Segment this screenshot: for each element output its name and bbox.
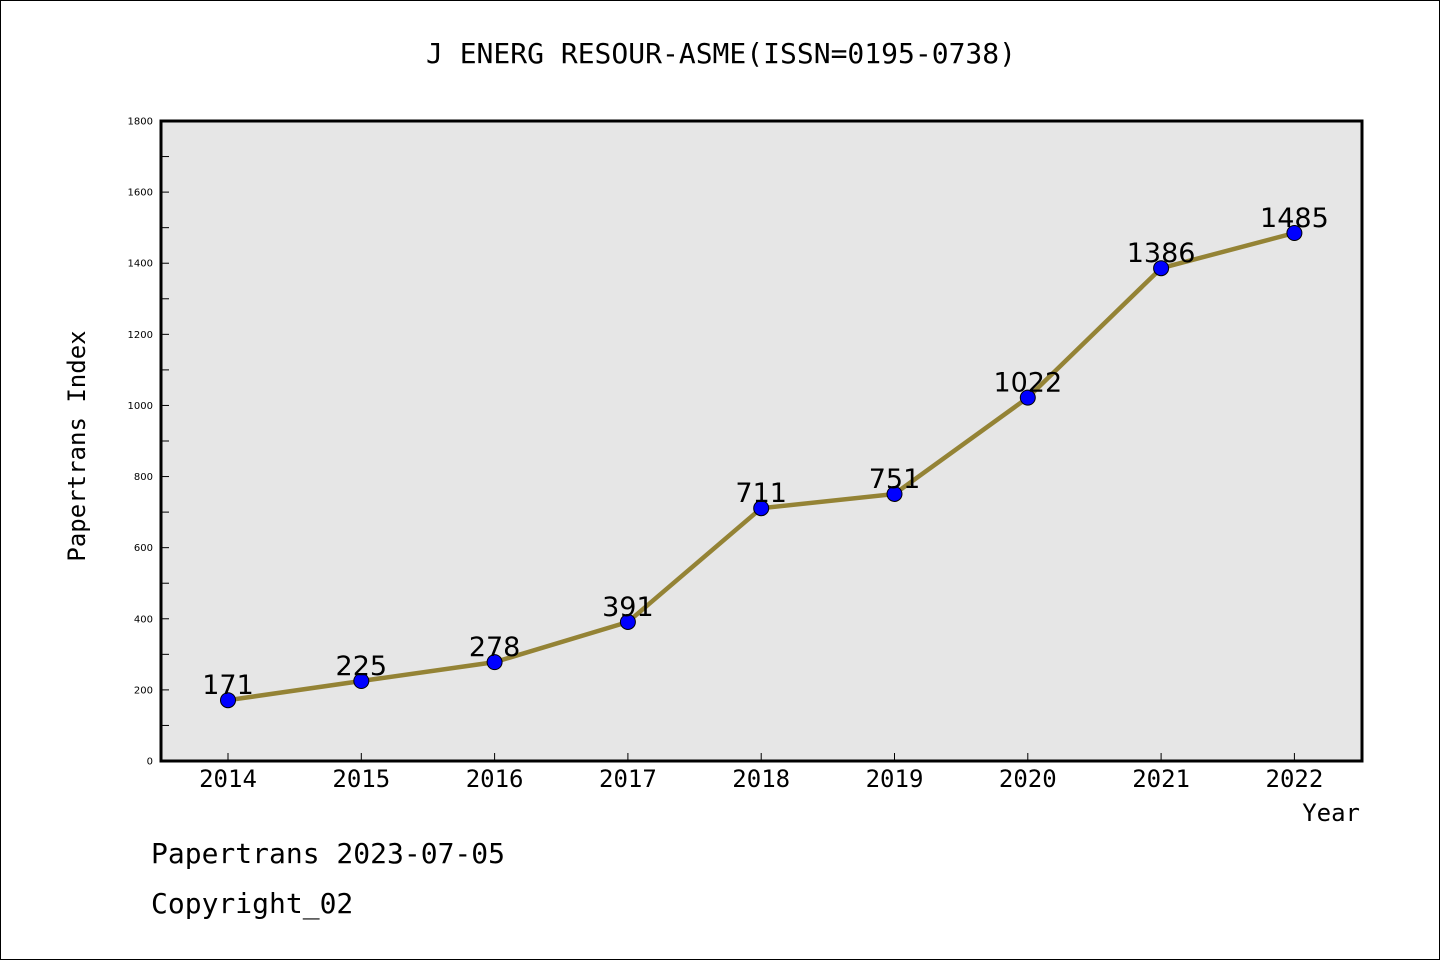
footer-copyright-line: Copyright_02 [151, 887, 354, 920]
data-point [886, 485, 903, 502]
footer-date-line: Papertrans 2023-07-05 [151, 837, 506, 870]
data-point [1019, 389, 1036, 406]
data-point [753, 500, 770, 517]
x-tick-label: 2019 [866, 765, 924, 793]
plot-frame [159, 119, 1364, 763]
y-tick-label: 1600 [128, 188, 153, 199]
chart-title: J ENERG RESOUR-ASME(ISSN=0195-0738) [425, 37, 1016, 70]
data-label: 1022 [993, 368, 1062, 399]
data-label: 225 [336, 651, 388, 682]
x-tick-label: 2015 [332, 765, 390, 793]
data-label: 711 [735, 478, 787, 509]
data-label: 391 [602, 592, 654, 623]
y-tick-label: 1000 [128, 401, 153, 412]
data-point [1286, 225, 1303, 241]
data-label: 1386 [1127, 238, 1196, 269]
x-tick-label: 2021 [1132, 765, 1190, 793]
y-tick-label: 600 [134, 543, 153, 554]
y-tick-label: 0 [147, 757, 153, 768]
data-point [220, 692, 236, 709]
y-tick-label: 200 [134, 685, 153, 696]
data-label: 278 [469, 632, 521, 663]
y-tick-label: 400 [134, 614, 153, 625]
x-tick-label: 2017 [599, 765, 657, 793]
x-tick-label: 2016 [466, 765, 524, 793]
x-tick-label: 2014 [199, 765, 257, 793]
x-axis-label: Year [1302, 799, 1360, 827]
y-tick-label: 1200 [128, 330, 153, 341]
x-tick-label: 2018 [732, 765, 790, 793]
data-point [619, 613, 636, 630]
data-label: 171 [202, 670, 254, 701]
plot-area [161, 121, 1362, 761]
y-tick-label: 800 [134, 472, 153, 483]
data-point [353, 673, 370, 689]
x-tick-label: 2022 [1266, 765, 1324, 793]
y-tick-label: 1800 [128, 117, 153, 128]
data-label: 1485 [1260, 203, 1329, 234]
data-point [486, 654, 503, 671]
x-tick-label: 2020 [999, 765, 1057, 793]
data-label: 751 [869, 464, 921, 495]
data-point [1153, 260, 1170, 277]
y-tick-label: 1400 [128, 259, 153, 270]
y-axis-label: Papertrans Index [63, 330, 91, 561]
